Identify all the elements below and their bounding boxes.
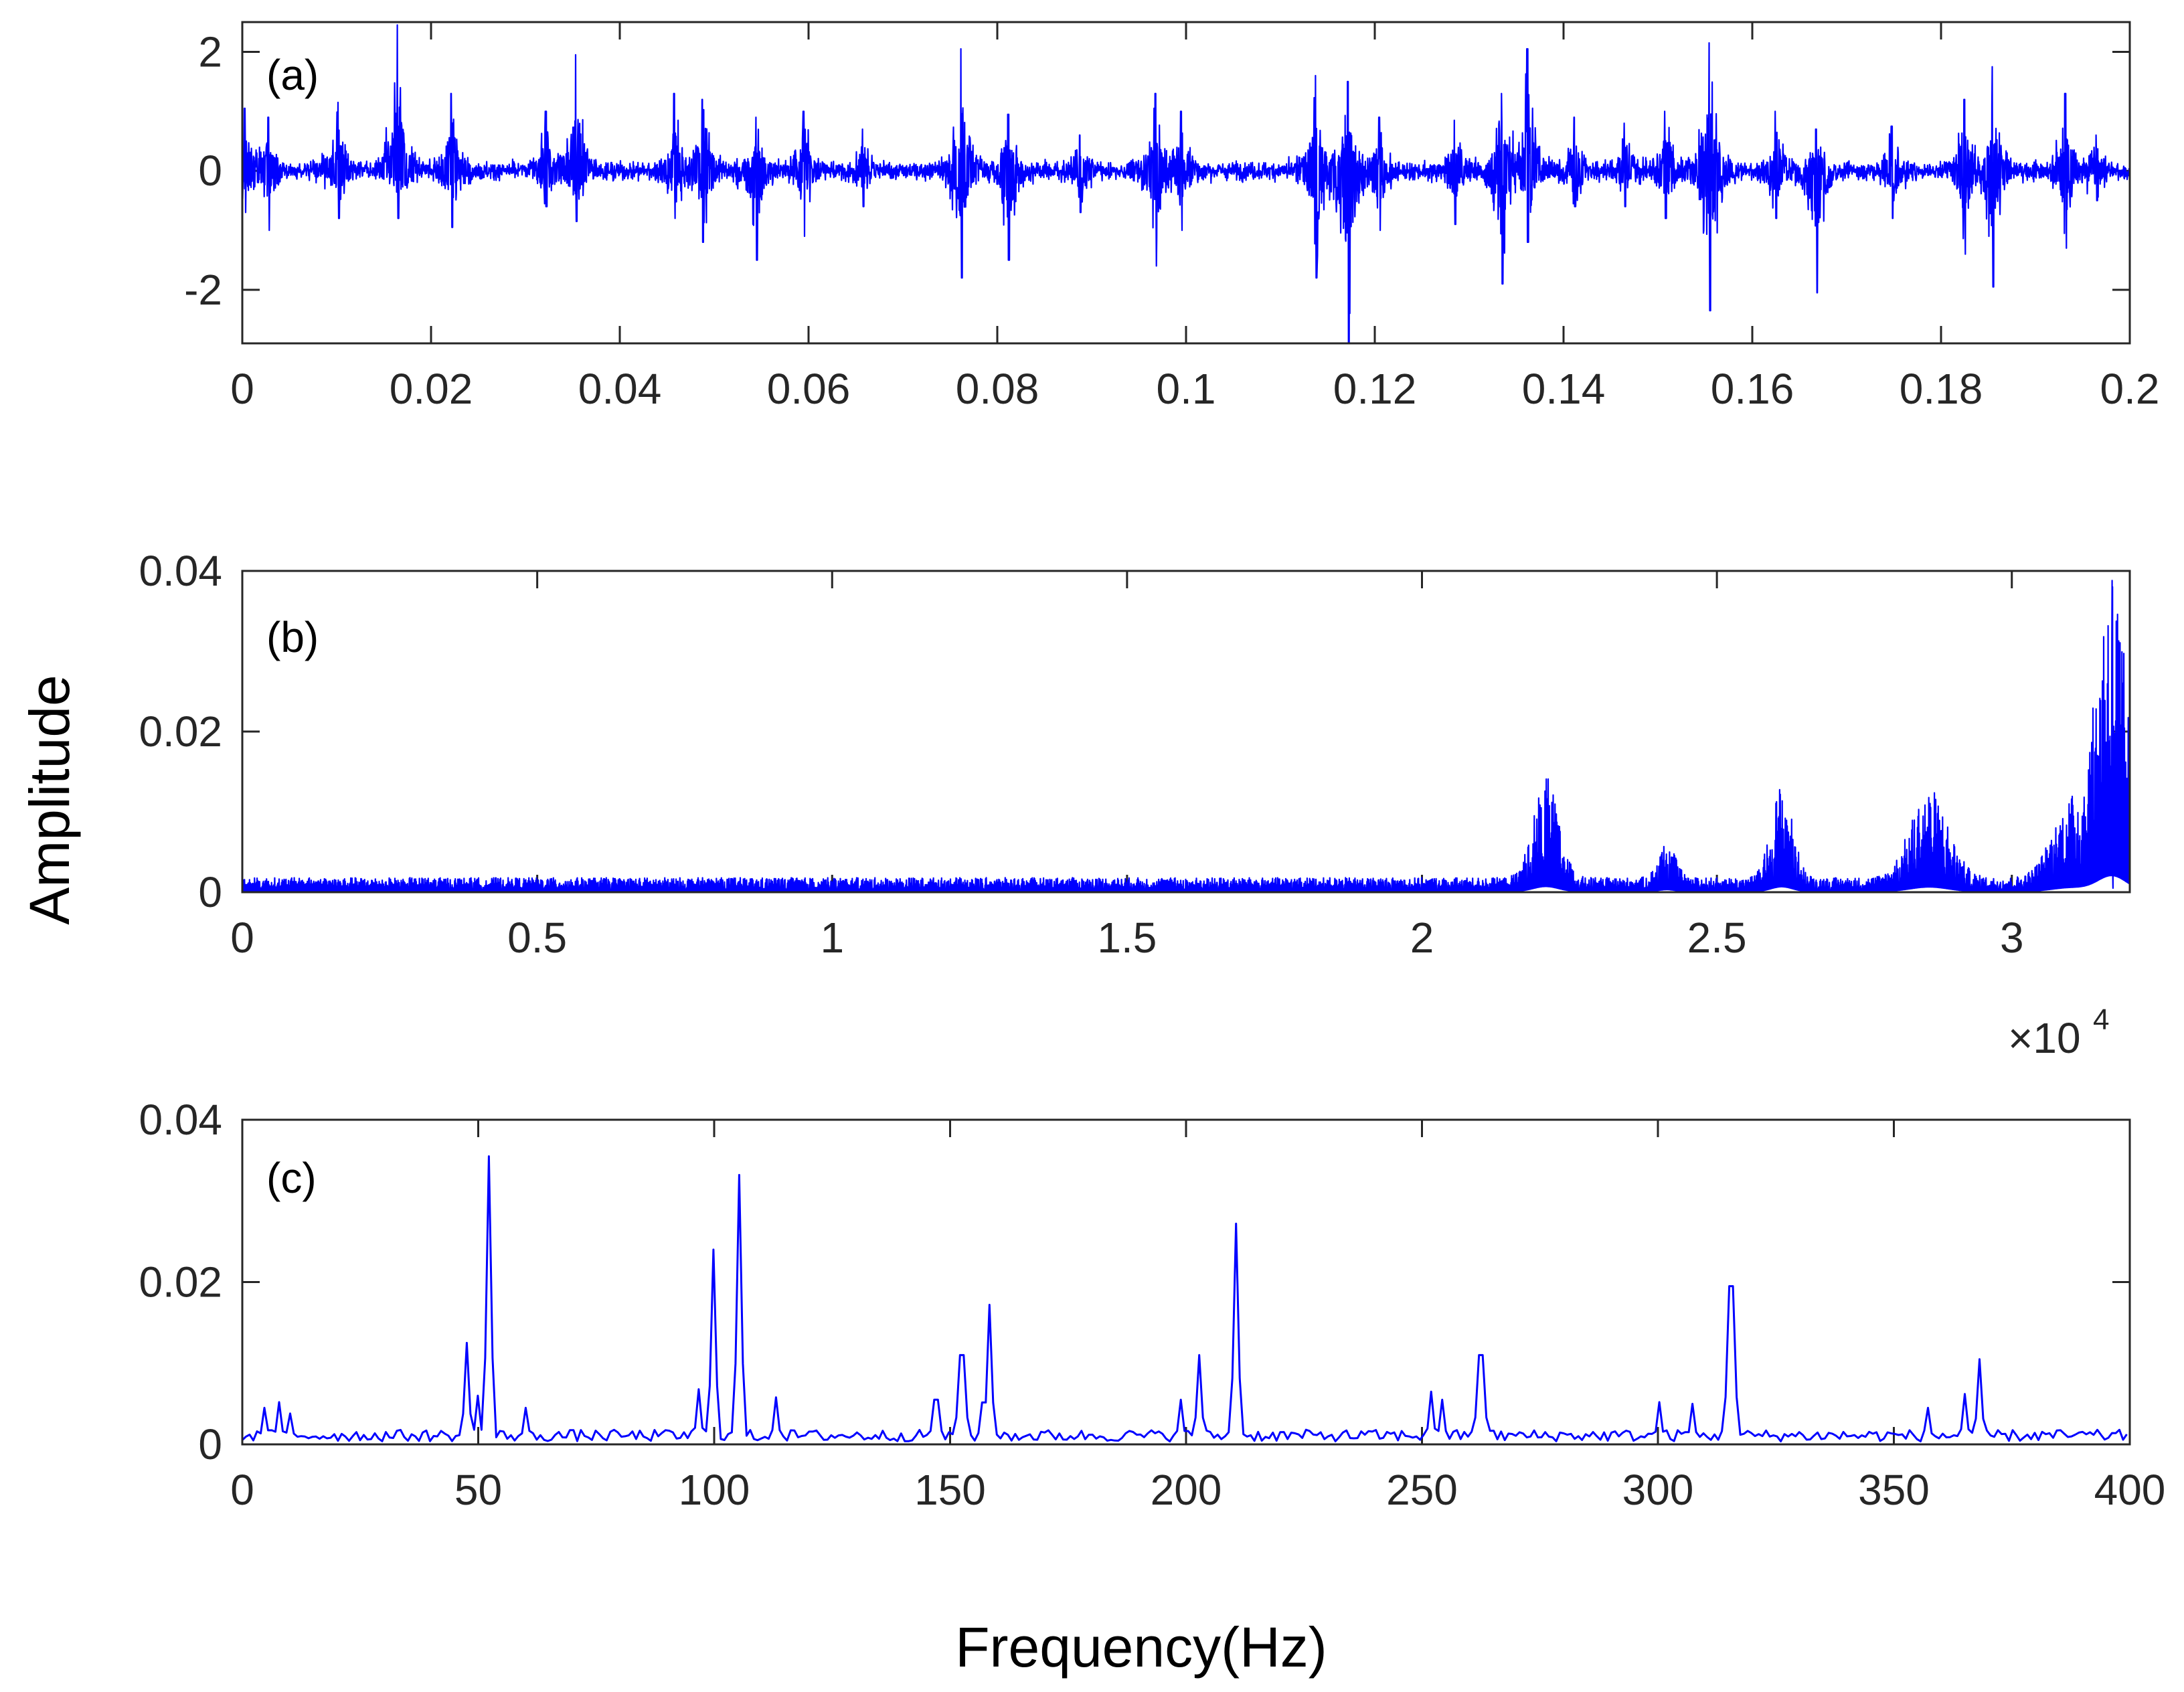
panel-c-label: (c) <box>266 1154 317 1202</box>
panel-a-label: (a) <box>266 51 319 99</box>
x-tick-label: 2 <box>1410 914 1434 962</box>
x-tick-label: 250 <box>1386 1466 1458 1514</box>
x-multiplier-times: ×10 <box>2008 1014 2081 1062</box>
x-tick-label: 100 <box>679 1466 750 1514</box>
x-tick-label: 0.06 <box>767 365 851 413</box>
panel-c-frame <box>241 1118 2131 1446</box>
x-tick-label: 350 <box>1858 1466 1930 1514</box>
x-tick-label: 0.14 <box>1522 365 1606 413</box>
x-tick-label: 0 <box>230 914 254 962</box>
y-tick-label: 0.02 <box>139 1258 222 1306</box>
x-tick-label: 0.08 <box>956 365 1039 413</box>
x-tick-label: 0.2 <box>2100 365 2160 413</box>
x-tick-label: 200 <box>1151 1466 1222 1514</box>
x-tick-label: 2.5 <box>1687 914 1747 962</box>
x-tick-label: 0.18 <box>1900 365 1983 413</box>
panel-b-ticks: 0 0.5 1 1.5 2 2.5 3 0 0.02 0.04 <box>139 547 2130 962</box>
panel-b-spectrum: 0 0.5 1 1.5 2 2.5 3 0 0.02 0.04 (b) ×10 4 <box>139 547 2131 1062</box>
y-tick-label: 0 <box>198 147 222 195</box>
panel-b-label: (b) <box>266 613 319 661</box>
x-tick-label: 0.16 <box>1711 365 1794 413</box>
panel-c-envelope-line <box>242 1155 2128 1443</box>
panel-a-time-signal: 0 0.02 0.04 0.06 0.08 0.1 0.12 0.14 0.16 0.18 0.2 -… <box>184 21 2159 413</box>
x-tick-label: 0.04 <box>578 365 662 413</box>
y-tick-label: -2 <box>184 266 222 314</box>
x-axis-title: Frequency(Hz) <box>955 1616 1327 1679</box>
x-tick-label: 1.5 <box>1097 914 1157 962</box>
y-tick-label: 0 <box>198 868 222 916</box>
y-tick-label: 0 <box>198 1420 222 1468</box>
x-tick-label: 300 <box>1622 1466 1694 1514</box>
x-tick-label: 0 <box>230 365 254 413</box>
x-tick-label: 150 <box>914 1466 986 1514</box>
x-tick-label: 0.1 <box>1157 365 1216 413</box>
x-tick-label: 0.02 <box>390 365 473 413</box>
panel-a-series <box>242 24 2130 343</box>
panel-b-x-multiplier: ×10 4 <box>2008 1003 2109 1062</box>
panel-c-envelope-spectrum: 0 50 100 150 200 250 300 350 400 0 0.02 0.04 (c) <box>139 1096 2165 1514</box>
x-tick-label: 400 <box>2094 1466 2166 1514</box>
x-tick-label: 1 <box>820 914 844 962</box>
x-tick-label: 0.12 <box>1333 365 1417 413</box>
y-axis-title: Amplitude <box>18 675 81 925</box>
panel-a-signal-line <box>242 24 2130 343</box>
panel-a-ticks: 0 0.02 0.04 0.06 0.08 0.1 0.12 0.14 0.16 0.18 0.2 -… <box>184 22 2159 413</box>
panel-b-series <box>242 580 2130 892</box>
panel-c-series <box>242 1155 2128 1443</box>
x-tick-label: 0.5 <box>507 914 567 962</box>
x-tick-label: 0 <box>230 1466 254 1514</box>
panel-b-spectrum-line <box>242 580 2130 892</box>
x-multiplier-exponent: 4 <box>2093 1003 2109 1036</box>
y-tick-label: 0.04 <box>139 1096 222 1144</box>
y-tick-label: 0.02 <box>139 707 222 756</box>
panel-a-frame <box>241 21 2131 345</box>
x-tick-label: 50 <box>454 1466 502 1514</box>
panel-c-ticks: 0 50 100 150 200 250 300 350 400 0 0.02 0.04 <box>139 1096 2165 1514</box>
panel-b-frame <box>241 570 2131 894</box>
y-tick-label: 0.04 <box>139 547 222 595</box>
x-tick-label: 3 <box>2000 914 2024 962</box>
y-tick-label: 2 <box>198 27 222 76</box>
